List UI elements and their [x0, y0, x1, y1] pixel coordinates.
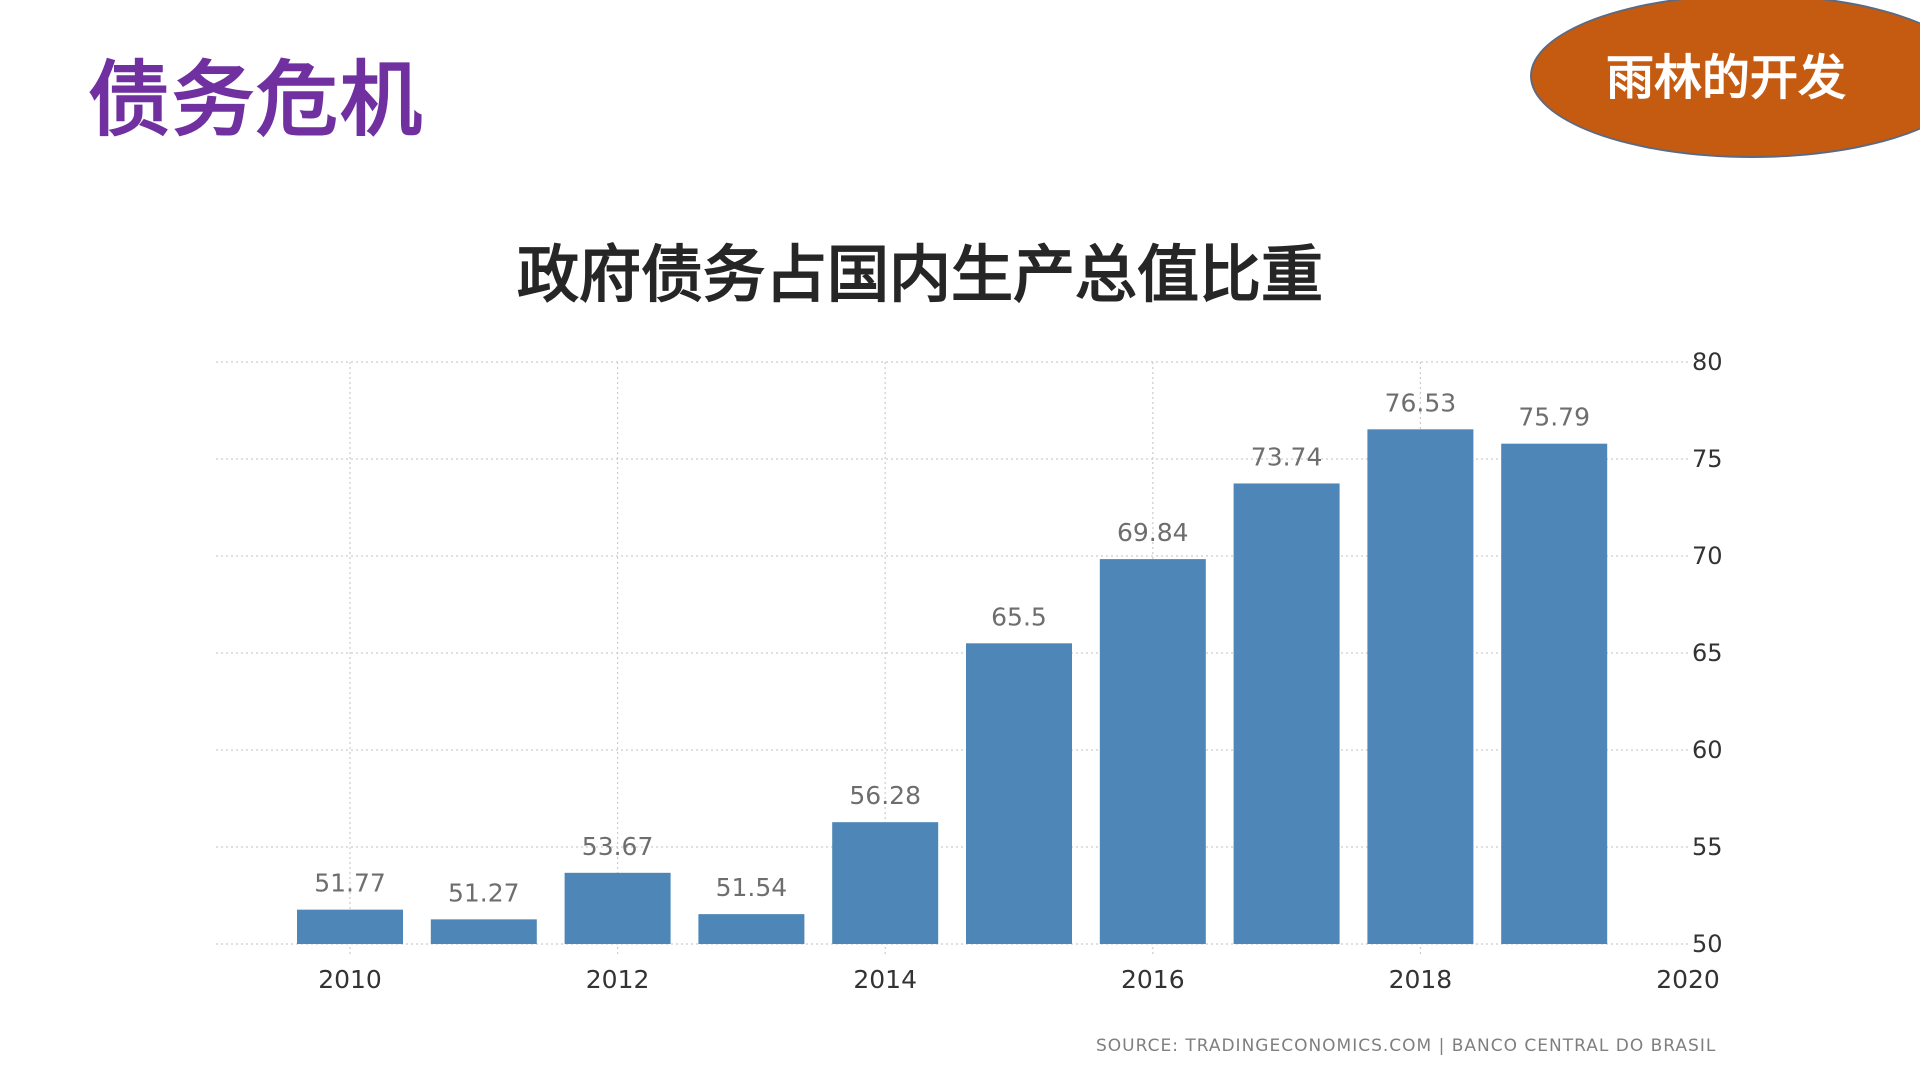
axis-layer: 80 75 70 65 60 55 50 2010 2012 2014 2016 2018 2020 [318, 348, 1722, 994]
x-tick-label: 2014 [853, 965, 917, 994]
bar [1233, 483, 1340, 944]
bar-value-label: 69.84 [1117, 518, 1189, 547]
topic-badge [1530, 0, 1920, 158]
chart-title: 政府债务占国内生产总值比重 [516, 238, 1323, 311]
bar-value-label: 73.74 [1251, 442, 1323, 471]
x-tick-label: 2012 [586, 965, 650, 994]
y-tick-label: 55 [1692, 833, 1723, 861]
x-tick-label: 2016 [1121, 965, 1185, 994]
y-tick-label: 60 [1692, 736, 1723, 764]
x-tick-label: 2020 [1656, 965, 1720, 994]
y-tick-label: 50 [1692, 930, 1723, 958]
x-tick-label: 2010 [318, 965, 382, 994]
bar-value-label: 75.79 [1518, 403, 1590, 432]
bar [430, 919, 537, 944]
bar [1501, 443, 1608, 944]
y-tick-label: 65 [1692, 639, 1723, 667]
bar [832, 822, 939, 944]
y-tick-label: 75 [1692, 445, 1723, 473]
bar [966, 643, 1072, 944]
bar-value-label: 51.77 [314, 869, 386, 898]
source-note: SOURCE: TRADINGECONOMICS.COM | BANCO CEN… [1096, 1036, 1717, 1056]
bar [698, 914, 805, 944]
slide-title: 债务危机 [88, 53, 425, 148]
y-tick-label: 70 [1692, 542, 1723, 570]
x-tick-label: 2018 [1389, 965, 1453, 994]
topic-badge-label: 雨林的开发 [1606, 50, 1847, 106]
bar [297, 909, 403, 944]
y-tick-label: 80 [1692, 348, 1723, 376]
bar-value-label: 56.28 [849, 781, 921, 810]
bar-value-label: 76.53 [1385, 388, 1457, 417]
bar-value-label: 51.54 [716, 873, 788, 902]
bar-layer [297, 429, 1608, 944]
label-layer: 51.77 51.27 53.67 51.54 56.28 65.5 69.84 73.74 7… [314, 388, 1590, 907]
bar [1367, 429, 1474, 944]
bar-value-label: 51.27 [448, 878, 520, 907]
bar [564, 872, 671, 944]
bar [1099, 559, 1206, 944]
bar-value-label: 53.67 [582, 832, 654, 861]
bar-value-label: 65.5 [991, 602, 1047, 631]
grid-layer [216, 361, 1690, 954]
